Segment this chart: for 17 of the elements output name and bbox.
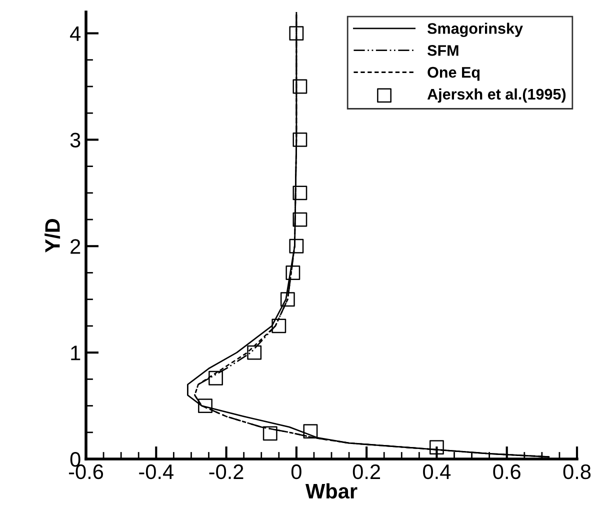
- x-tick-label: 0: [291, 464, 302, 480]
- x-tick-label: 0.6: [493, 464, 520, 480]
- y-axis-title: Y/D: [44, 219, 60, 253]
- legend-label: One Eq: [428, 66, 480, 81]
- legend-label: SFM: [427, 45, 458, 56]
- x-tick-label: 0.8: [563, 464, 591, 480]
- x-tick-label: 0.2: [352, 464, 380, 480]
- x-tick-label: -0.2: [209, 464, 244, 480]
- y-tick-label: 3: [70, 132, 80, 148]
- y-tick-label: 1: [71, 346, 80, 360]
- x-axis-title: Wbar: [305, 483, 358, 499]
- x-tick-label: 0.4: [423, 464, 451, 480]
- y-tick-label: 2: [70, 239, 80, 254]
- legend-label: Ajersxh et al.(1995): [427, 88, 566, 103]
- x-tick-label: -0.4: [139, 464, 174, 480]
- legend-label: Smagorinsky: [427, 22, 523, 38]
- y-tick-label: 4: [70, 26, 81, 41]
